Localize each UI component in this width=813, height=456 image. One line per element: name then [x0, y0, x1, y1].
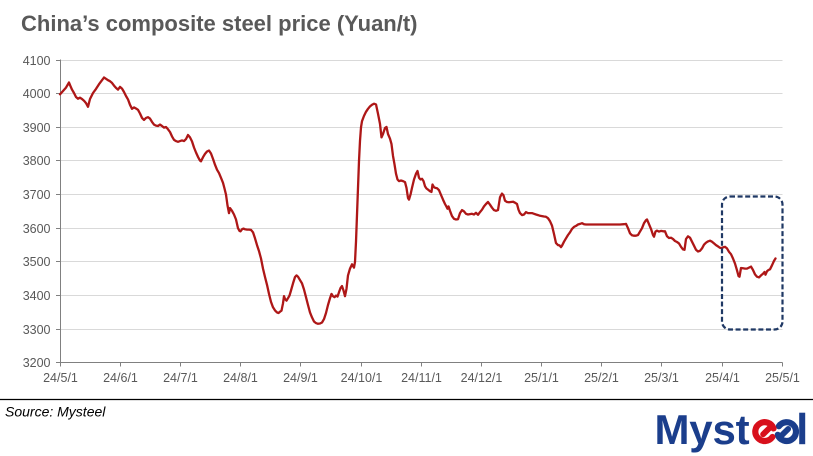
svg-text:Myst: Myst	[655, 406, 750, 453]
svg-text:25/3/1: 25/3/1	[644, 371, 679, 385]
svg-text:3700: 3700	[23, 188, 51, 202]
svg-text:3200: 3200	[23, 356, 51, 370]
svg-text:3600: 3600	[23, 222, 51, 236]
svg-text:24/12/1: 24/12/1	[461, 371, 503, 385]
svg-text:25/4/1: 25/4/1	[705, 371, 740, 385]
svg-text:24/11/1: 24/11/1	[401, 371, 442, 385]
svg-text:3400: 3400	[23, 289, 51, 303]
svg-text:24/8/1: 24/8/1	[223, 371, 258, 385]
svg-text:China’s composite steel price: China’s composite steel price (Yuan/t)	[21, 11, 418, 36]
svg-text:3900: 3900	[23, 121, 51, 135]
svg-text:24/6/1: 24/6/1	[103, 371, 138, 385]
svg-text:25/5/1: 25/5/1	[765, 371, 800, 385]
svg-text:24/9/1: 24/9/1	[283, 371, 318, 385]
svg-text:4000: 4000	[23, 87, 51, 101]
svg-text:Source: Mysteel: Source: Mysteel	[5, 404, 106, 420]
svg-text:24/7/1: 24/7/1	[163, 371, 198, 385]
svg-text:24/10/1: 24/10/1	[341, 371, 383, 385]
svg-text:3300: 3300	[23, 323, 51, 337]
svg-text:25/1/1: 25/1/1	[524, 371, 559, 385]
svg-text:25/2/1: 25/2/1	[584, 371, 619, 385]
svg-text:3500: 3500	[23, 255, 51, 269]
svg-text:3800: 3800	[23, 154, 51, 168]
svg-text:24/5/1: 24/5/1	[43, 371, 78, 385]
svg-text:4100: 4100	[23, 54, 51, 68]
